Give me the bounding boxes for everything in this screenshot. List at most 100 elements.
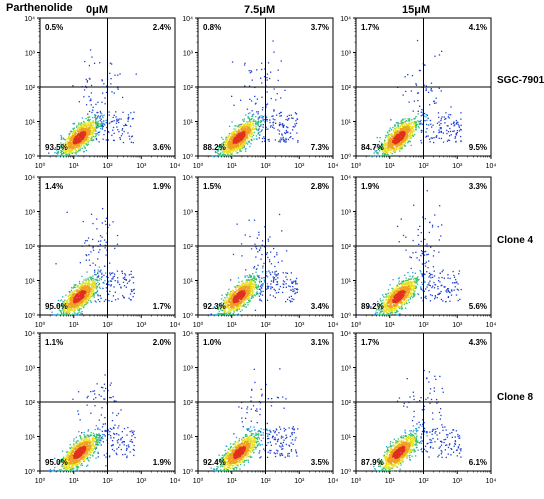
y-tick-label: 10² [25, 85, 36, 92]
x-tick-label: 10⁰ [351, 477, 362, 485]
x-tick-label: 10¹ [385, 322, 396, 329]
x-tick-label: 10⁰ [193, 477, 204, 485]
y-tick-label: 10³ [341, 51, 352, 58]
quadrant-percent-top-right: 2.8% [311, 182, 329, 191]
treatment-label: Parthenolide [6, 2, 73, 14]
y-tick-label: 10³ [183, 210, 194, 217]
quadrant-percent-bottom-left: 92.4% [203, 458, 226, 467]
x-tick-label: 10³ [294, 478, 305, 485]
y-tick-label: 10³ [25, 210, 36, 217]
column-header-0: 0μM [86, 4, 108, 16]
flow-panel-2: 10⁰10⁰10¹10¹10²10²10³10³10⁴10⁴0.8%3.7%88… [172, 16, 347, 184]
y-tick-label: 10⁰ [340, 468, 351, 476]
x-tick-label: 10² [102, 163, 113, 170]
y-tick-label: 10² [183, 85, 194, 92]
x-tick-label: 10⁰ [351, 162, 362, 170]
x-tick-label: 10⁰ [35, 162, 46, 170]
quadrant-percent-bottom-left: 89.2% [361, 302, 384, 311]
y-tick-label: 10² [341, 244, 352, 251]
quadrant-percent-top-left: 0.8% [203, 23, 221, 32]
quadrant-percent-bottom-right: 7.3% [311, 143, 329, 152]
y-tick-label: 10¹ [183, 120, 194, 127]
column-header-2: 15μM [402, 4, 430, 16]
quadrant-percent-top-right: 3.7% [311, 23, 329, 32]
x-tick-label: 10¹ [385, 163, 396, 170]
y-tick-label: 10³ [341, 366, 352, 373]
x-tick-label: 10⁰ [351, 321, 362, 329]
quadrant-percent-bottom-right: 1.7% [153, 302, 171, 311]
x-tick-label: 10³ [294, 322, 305, 329]
y-tick-label: 10⁴ [24, 16, 35, 23]
x-tick-label: 10⁴ [486, 163, 497, 170]
y-tick-label: 10⁴ [182, 16, 193, 23]
x-tick-label: 10² [418, 163, 429, 170]
x-tick-label: 10³ [294, 163, 305, 170]
y-tick-label: 10⁴ [340, 16, 351, 23]
quadrant-percent-bottom-left: 95.0% [45, 458, 68, 467]
y-tick-label: 10⁰ [182, 153, 193, 161]
column-header-1: 7.5μM [244, 4, 275, 16]
flow-panel-5: 10⁰10⁰10¹10¹10²10²10³10³10⁴10⁴1.5%2.8%92… [172, 175, 347, 343]
x-tick-label: 10³ [136, 163, 147, 170]
y-tick-label: 10³ [183, 366, 194, 373]
x-tick-label: 10² [102, 322, 113, 329]
x-tick-label: 10¹ [385, 478, 396, 485]
y-tick-label: 10⁰ [182, 468, 193, 476]
quadrant-percent-top-left: 1.5% [203, 182, 221, 191]
x-tick-label: 10⁰ [35, 477, 46, 485]
quadrant-percent-bottom-right: 5.6% [469, 302, 487, 311]
y-tick-label: 10² [341, 400, 352, 407]
y-tick-label: 10¹ [183, 279, 194, 286]
quadrant-percent-bottom-right: 3.4% [311, 302, 329, 311]
flow-panel-4: 10⁰10⁰10¹10¹10²10²10³10³10⁴10⁴1.4%1.9%95… [14, 175, 189, 343]
y-tick-label: 10¹ [25, 435, 36, 442]
y-tick-label: 10⁰ [340, 312, 351, 320]
y-tick-label: 10¹ [341, 279, 352, 286]
y-tick-label: 10⁴ [182, 331, 193, 338]
quadrant-percent-bottom-right: 3.6% [153, 143, 171, 152]
x-tick-label: 10¹ [227, 478, 238, 485]
quadrant-percent-bottom-left: 88.2% [203, 143, 226, 152]
y-tick-label: 10¹ [25, 279, 36, 286]
x-tick-label: 10³ [452, 478, 463, 485]
quadrant-percent-bottom-right: 6.1% [469, 458, 487, 467]
x-tick-label: 10² [102, 478, 113, 485]
y-tick-label: 10³ [25, 366, 36, 373]
y-tick-label: 10⁴ [340, 331, 351, 338]
x-tick-label: 10⁴ [486, 478, 497, 485]
x-tick-label: 10³ [136, 322, 147, 329]
y-tick-label: 10⁰ [24, 153, 35, 161]
y-tick-label: 10¹ [183, 435, 194, 442]
y-tick-label: 10⁰ [182, 312, 193, 320]
quadrant-percent-bottom-right: 9.5% [469, 143, 487, 152]
y-tick-label: 10² [25, 244, 36, 251]
x-tick-label: 10² [260, 322, 271, 329]
x-tick-label: 10³ [136, 478, 147, 485]
quadrant-percent-top-left: 1.9% [361, 182, 379, 191]
quadrant-percent-bottom-right: 3.5% [311, 458, 329, 467]
y-tick-label: 10⁴ [340, 175, 351, 182]
y-tick-label: 10² [25, 400, 36, 407]
x-tick-label: 10¹ [227, 163, 238, 170]
quadrant-percent-top-right: 1.9% [153, 182, 171, 191]
x-tick-label: 10³ [452, 322, 463, 329]
x-tick-label: 10¹ [69, 478, 80, 485]
x-tick-label: 10¹ [227, 322, 238, 329]
y-tick-label: 10¹ [341, 120, 352, 127]
x-tick-label: 10⁰ [193, 321, 204, 329]
x-tick-label: 10³ [452, 163, 463, 170]
y-tick-label: 10⁴ [182, 175, 193, 182]
quadrant-percent-bottom-left: 84.7% [361, 143, 384, 152]
quadrant-percent-top-left: 1.7% [361, 338, 379, 347]
y-tick-label: 10⁰ [24, 312, 35, 320]
x-tick-label: 10² [418, 478, 429, 485]
flow-panel-8: 10⁰10⁰10¹10¹10²10²10³10³10⁴10⁴1.0%3.1%92… [172, 331, 347, 499]
quadrant-percent-bottom-left: 87.9% [361, 458, 384, 467]
flow-panel-1: 10⁰10⁰10¹10¹10²10²10³10³10⁴10⁴0.5%2.4%93… [14, 16, 189, 184]
x-tick-label: 10² [260, 478, 271, 485]
flow-panel-7: 10⁰10⁰10¹10¹10²10²10³10³10⁴10⁴1.1%2.0%95… [14, 331, 189, 499]
y-tick-label: 10⁴ [24, 331, 35, 338]
flow-panel-3: 10⁰10⁰10¹10¹10²10²10³10³10⁴10⁴1.7%4.1%84… [330, 16, 505, 184]
quadrant-percent-top-left: 1.1% [45, 338, 63, 347]
y-tick-label: 10⁴ [24, 175, 35, 182]
